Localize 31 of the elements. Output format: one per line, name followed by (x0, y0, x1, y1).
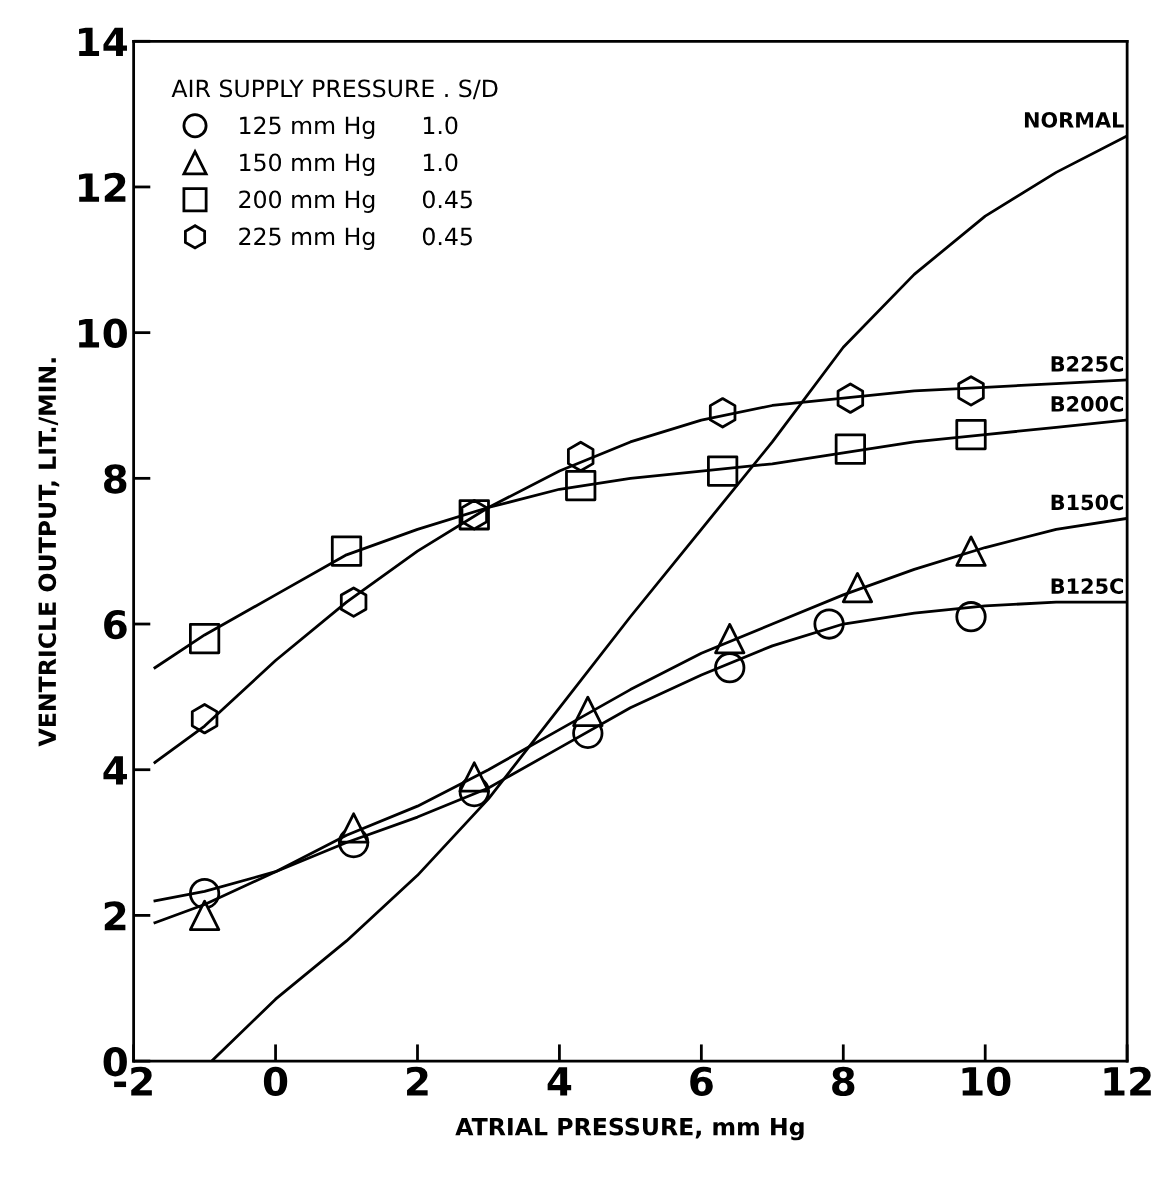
x-tick-label: 4 (547, 1067, 572, 1096)
x-tick-label: 12 (1104, 1066, 1151, 1096)
legend-title: AIR SUPPLY PRESSURE . S/D (171, 79, 498, 100)
y-axis-title: VENTRICLE OUTPUT, LIT./MIN. (38, 358, 60, 747)
legend-label: 200 mm Hg 0.45 (239, 190, 472, 213)
point (955, 419, 987, 451)
y-tick-label: 14 (79, 27, 127, 57)
y-tick-label: 10 (79, 318, 127, 348)
x-axis-title: ATRIAL PRESSURE, mm Hg (455, 1117, 804, 1141)
x-tick-label: 0 (263, 1066, 288, 1097)
series-label: B200C (1051, 396, 1124, 412)
x-tick-label: 10 (962, 1066, 1011, 1097)
x-tick-label: 6 (690, 1066, 713, 1097)
y-tick-label: 8 (104, 464, 127, 494)
legend-label: 225 mm Hg 0.45 (239, 227, 472, 250)
point (707, 455, 739, 487)
series-label: B225C (1051, 356, 1124, 372)
y-tick-label: 2 (104, 901, 126, 931)
series-label: B150C (1051, 494, 1124, 511)
legend-label: 125 mm Hg 1.0 (240, 116, 458, 139)
x-tick-label: 2 (407, 1066, 428, 1096)
point (834, 433, 866, 465)
series-label: NORMAL (1024, 112, 1124, 128)
x-tick-label: 8 (832, 1066, 855, 1097)
point (188, 899, 221, 932)
y-tick-label: 12 (79, 172, 126, 202)
legend-label: 150 mm Hg 1.0 (240, 153, 458, 176)
y-tick-label: 6 (104, 609, 127, 640)
series-label: B125C (1051, 578, 1124, 594)
point (955, 601, 987, 633)
y-tick-label: 4 (103, 756, 127, 785)
